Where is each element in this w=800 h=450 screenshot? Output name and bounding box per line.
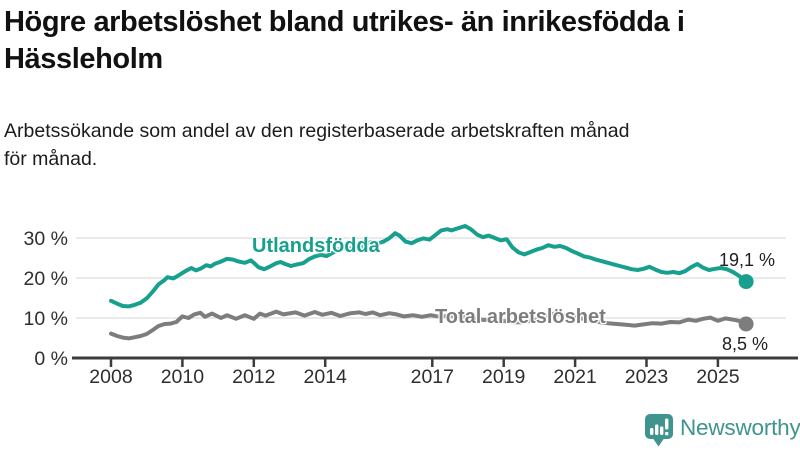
series-label-total-arbetsloshet: Total arbetslöshet xyxy=(435,306,606,328)
end-value-label-utlandsfodda: 19,1 % xyxy=(719,250,776,270)
x-tick-label-2025: 2025 xyxy=(696,366,740,388)
x-tick-label-2012: 2012 xyxy=(232,366,275,388)
x-tick-label-2008: 2008 xyxy=(89,366,132,388)
x-tick-label-2017: 2017 xyxy=(411,366,454,388)
y-tick-label-10: 10 % xyxy=(24,308,68,330)
title-line-2: Hässleholm xyxy=(4,43,163,75)
newsworthy-logo: Newsworthy xyxy=(644,413,800,448)
series-end-dot-utlandsfödda xyxy=(738,274,754,290)
x-tick-label-2014: 2014 xyxy=(304,366,348,388)
subtitle-line-1: Arbetssökande som andel av den registerb… xyxy=(4,120,630,142)
series-end-dot-total-arbetslöshet xyxy=(738,316,754,332)
subtitle-line-2: för månad. xyxy=(4,148,98,170)
chart-subtitle: Arbetssökande som andel av den registerb… xyxy=(4,117,774,173)
x-tick-label-2023: 2023 xyxy=(625,366,668,388)
series-line-total-arbetslöshet xyxy=(109,309,749,341)
y-tick-label-0: 0 % xyxy=(34,348,68,370)
newsworthy-logo-text: Newsworthy xyxy=(680,415,800,440)
page-title: Högre arbetslöshet bland utrikes- än inr… xyxy=(4,4,796,78)
x-tick-label-2010: 2010 xyxy=(161,366,205,388)
series-line-utlandsfödda xyxy=(109,224,749,309)
x-tick-label-2019: 2019 xyxy=(482,366,525,388)
x-tick-label-2021: 2021 xyxy=(553,366,596,388)
y-tick-label-20: 20 % xyxy=(24,268,68,290)
newsworthy-logo-icon xyxy=(645,414,673,447)
end-value-label-total: 8,5 % xyxy=(722,334,769,354)
title-line-1: Högre arbetslöshet bland utrikes- än inr… xyxy=(4,6,685,38)
series-label-utlandsfodda: Utlandsfödda xyxy=(252,235,380,257)
y-tick-label-30: 30 % xyxy=(24,228,68,250)
